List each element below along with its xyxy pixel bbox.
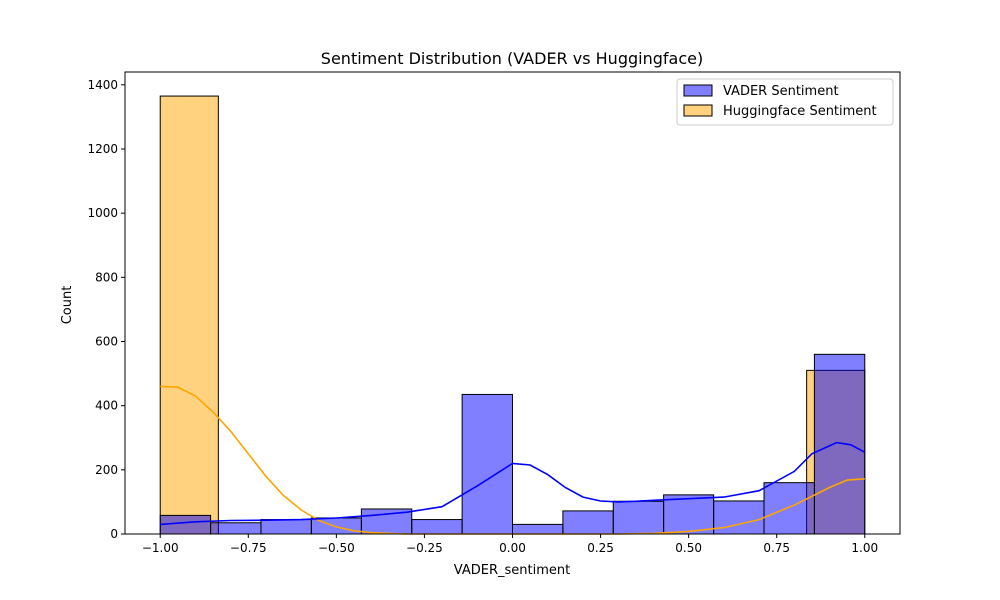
legend-label-vader: VADER Sentiment — [723, 84, 839, 99]
x-tick-label: 0.75 — [763, 541, 790, 555]
vader-bar-5 — [411, 519, 463, 535]
x-tick-label: −0.25 — [406, 541, 443, 555]
y-tick-label: 600 — [95, 335, 118, 349]
legend-swatch-vader — [683, 84, 713, 97]
legend: VADER Sentiment Huggingface Sentiment — [676, 78, 894, 126]
y-tick-label: 1200 — [87, 142, 118, 156]
legend-box — [676, 78, 894, 126]
y-tick-label: 0 — [110, 527, 118, 541]
y-tick-label: 1400 — [87, 78, 118, 92]
x-axis-label: VADER_sentiment — [454, 563, 570, 578]
x-tick-label: 0.00 — [499, 541, 526, 555]
x-tick-label: 0.50 — [675, 541, 702, 555]
x-tick-label: 1.00 — [851, 541, 878, 555]
chart-title: Sentiment Distribution (VADER vs Hugging… — [321, 49, 703, 68]
x-tick-label: −0.50 — [318, 541, 355, 555]
vader-bar-10 — [663, 494, 715, 535]
vader-bar-0 — [159, 514, 212, 535]
vader-bar-9 — [612, 500, 665, 535]
vader-bar-13 — [813, 353, 866, 535]
legend-label-huggingface: Huggingface Sentiment — [723, 104, 877, 119]
x-tick-label: −0.75 — [230, 541, 267, 555]
x-tick-label: −1.00 — [142, 541, 179, 555]
y-tick-label: 400 — [95, 399, 118, 413]
y-tick-label: 1000 — [87, 206, 118, 220]
huggingface-kde-line — [160, 385, 865, 535]
legend-swatch-huggingface — [683, 104, 713, 117]
y-tick-label: 200 — [95, 463, 118, 477]
vader-bar-7 — [512, 523, 564, 535]
vader-kde-line — [160, 441, 866, 526]
y-axis-label: Count — [60, 286, 75, 325]
vader-bars — [159, 353, 866, 535]
kde-lines — [160, 385, 866, 535]
ticks: −1.00 −0.75 −0.50 −0.25 0.00 0.25 0.50 0.75 1.00… — [87, 78, 878, 555]
huggingface-bar-0 — [159, 95, 219, 535]
vader-bar-1 — [210, 522, 262, 535]
vader-bar-2 — [260, 519, 312, 535]
x-tick-label: 0.25 — [587, 541, 614, 555]
y-tick-label: 800 — [95, 270, 118, 284]
vader-bar-12 — [763, 482, 815, 535]
vader-bar-6 — [461, 393, 513, 535]
vader-bar-11 — [713, 500, 765, 535]
vader-bar-8 — [562, 510, 614, 535]
